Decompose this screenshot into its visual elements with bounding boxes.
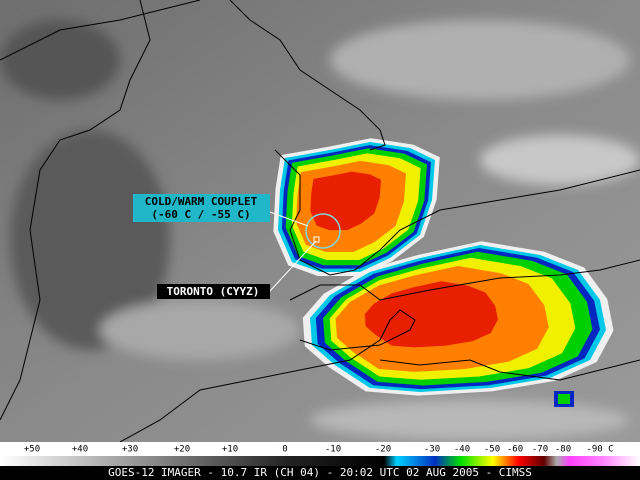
colorbar-tick-label: 0 xyxy=(282,445,287,455)
colorbar-tick-label: -30 xyxy=(424,445,440,455)
colorbar-tick-label: -80 xyxy=(555,445,571,455)
station-box xyxy=(157,284,270,299)
coastlines xyxy=(0,0,640,442)
footer-bg xyxy=(0,466,640,480)
colorbar-tick-label: +30 xyxy=(122,445,138,455)
footer: GOES-12 IMAGER - 10.7 IR (CH 04) - 20:02… xyxy=(108,466,532,479)
colorbar-tick-label: -10 xyxy=(325,445,341,455)
station-label: TORONTO (CYYZ) xyxy=(167,285,260,298)
colorbar-tick-label: +40 xyxy=(72,445,88,455)
couplet-marker xyxy=(269,211,341,292)
colorbar-tick-label: -90 C xyxy=(586,445,613,455)
colorbar-tick-label: -50 xyxy=(484,445,500,455)
colorbar xyxy=(0,456,640,466)
storm-lower xyxy=(302,241,614,407)
colorbar-tick-label: -60 xyxy=(507,445,523,455)
colorbar-tick-label: +20 xyxy=(174,445,190,455)
couplet-title: COLD/WARM COUPLET xyxy=(145,195,258,208)
couplet-values: (-60 C / -55 C) xyxy=(151,208,250,221)
colorbar-tick-label: -70 xyxy=(532,445,548,455)
colorbar-tick-label: -20 xyxy=(375,445,391,455)
colorbar-label-row xyxy=(0,442,640,456)
colorbar-tick-label: -40 xyxy=(454,445,470,455)
colorbar-tick-label: +50 xyxy=(24,445,40,455)
colorbar-tick-label: +10 xyxy=(222,445,238,455)
couplet-box xyxy=(133,194,270,222)
cloud-texture xyxy=(0,20,640,440)
colorbar-ticks: +50 +40 +30 +20 +10 0 -10 -20 -30 -40 -50 -60 -70 -80… xyxy=(24,445,614,455)
